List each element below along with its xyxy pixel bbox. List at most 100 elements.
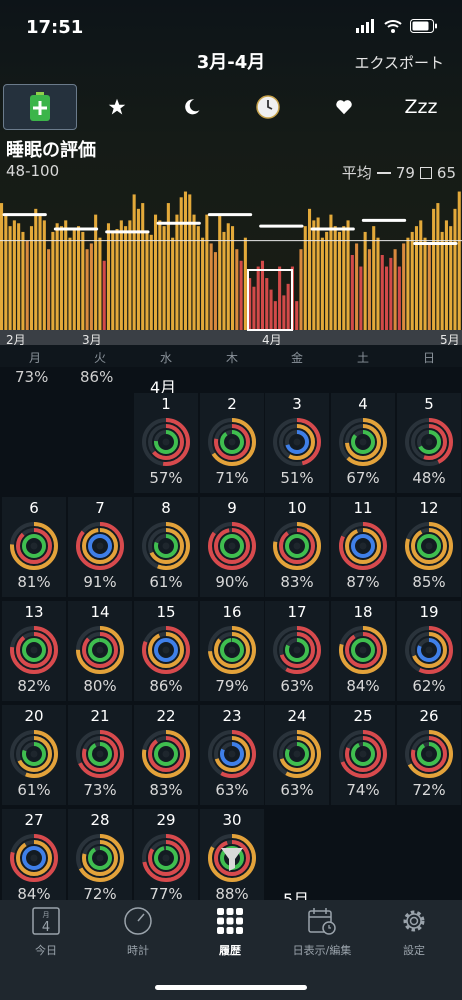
zzz-button[interactable]: Zzz — [384, 84, 458, 130]
chart-bar — [260, 260, 265, 330]
tab-day-edit[interactable]: 日表示/編集 — [276, 906, 368, 958]
moon-button[interactable] — [155, 84, 229, 130]
battery-plus-button[interactable] — [3, 84, 77, 130]
calendar-day[interactable]: 9 90% — [200, 497, 264, 597]
calendar-day[interactable]: 28 72% — [68, 809, 132, 909]
chart-bar — [218, 214, 222, 330]
sleep-rings-icon — [76, 522, 124, 570]
day-score: 63% — [280, 781, 314, 799]
selected-week-box[interactable] — [247, 269, 293, 331]
day-number: 9 — [227, 499, 237, 517]
calendar-day[interactable]: 15 86% — [134, 601, 198, 701]
chart-bar — [440, 231, 444, 330]
day-number: 5 — [424, 395, 434, 413]
calendar-day[interactable]: 21 73% — [68, 705, 132, 805]
day-score: 72% — [83, 885, 117, 903]
calendar-day[interactable]: 3 51% — [265, 393, 329, 493]
chart-bar — [333, 226, 337, 330]
sleep-score-chart[interactable] — [0, 180, 462, 345]
calendar-day[interactable]: 11 87% — [331, 497, 395, 597]
chart-bar — [367, 249, 371, 330]
calendar-day[interactable]: 8 61% — [134, 497, 198, 597]
calendar-day[interactable]: 6 81% — [2, 497, 66, 597]
day-number: 2 — [227, 395, 237, 413]
chart-bar — [329, 214, 333, 330]
chart-bar — [325, 231, 329, 330]
calendar-day[interactable]: 29 77% — [134, 809, 198, 909]
tab-settings[interactable]: 設定 — [368, 906, 460, 958]
clock-button[interactable] — [231, 84, 305, 130]
chart-bar — [286, 283, 290, 330]
calendar-day[interactable]: 19 62% — [397, 601, 461, 701]
day-number: 23 — [222, 707, 242, 725]
calendar-day[interactable]: 7 91% — [68, 497, 132, 597]
chart-bar — [94, 214, 98, 330]
chart-bar — [47, 249, 51, 330]
day-number: 1 — [161, 395, 171, 413]
chart-bar — [414, 226, 419, 330]
calendar-day[interactable]: 27 84% — [2, 809, 66, 909]
box-icon — [419, 166, 432, 179]
day-score: 84% — [346, 677, 380, 695]
sleep-rings-icon — [142, 418, 190, 466]
day-score: 80% — [83, 677, 117, 695]
prev-month-pct-tue: 86% — [80, 368, 114, 386]
calendar-day[interactable]: 26 72% — [397, 705, 461, 805]
prev-month-pct-mon: 73% — [15, 368, 49, 386]
calendar-day[interactable]: 5 48% — [397, 393, 461, 493]
calendar-day[interactable]: 17 63% — [265, 601, 329, 701]
day-score: 62% — [412, 677, 446, 695]
chart-bar — [299, 249, 303, 330]
export-button[interactable]: エクスポート — [354, 54, 444, 72]
day-score: 73% — [83, 781, 117, 799]
score-range: 48-100 — [6, 162, 60, 180]
day-score: 88% — [215, 885, 249, 903]
tab-clock[interactable]: 時計 — [92, 906, 184, 958]
sleep-rings-icon — [208, 626, 256, 674]
calendar-day[interactable]: 18 84% — [331, 601, 395, 701]
day-score: 57% — [149, 469, 183, 487]
chart-bar — [179, 197, 183, 330]
calendar-day[interactable]: 13 82% — [2, 601, 66, 701]
funnel-icon — [221, 848, 243, 871]
calendar-day[interactable]: 10 83% — [265, 497, 329, 597]
day-number: 17 — [287, 603, 307, 621]
day-score: 84% — [17, 885, 51, 903]
sleep-rings-icon — [76, 626, 124, 674]
calendar-day[interactable]: 24 63% — [265, 705, 329, 805]
chart-bar — [346, 220, 350, 330]
calendar-day[interactable]: 25 74% — [331, 705, 395, 805]
sleep-rings-icon — [405, 522, 453, 570]
calendar-day[interactable]: 22 83% — [134, 705, 198, 805]
calendar-day[interactable]: 12 85% — [397, 497, 461, 597]
chart-bar — [226, 223, 230, 330]
chart-bar — [308, 208, 312, 330]
calendar-day[interactable]: 14 80% — [68, 601, 132, 701]
day-score: 61% — [149, 573, 183, 591]
calendar-day[interactable]: 2 71% — [200, 393, 264, 493]
calendar-day[interactable]: 4 67% — [331, 393, 395, 493]
sleep-rings-icon — [405, 730, 453, 778]
chart-bar — [17, 223, 21, 330]
day-number: 8 — [161, 499, 171, 517]
calendar-day[interactable]: 20 61% — [2, 705, 66, 805]
heart-button[interactable] — [307, 84, 381, 130]
chart-bar — [419, 220, 423, 330]
chart-bar — [209, 243, 213, 330]
chart-bar — [136, 208, 140, 330]
chart-bar — [119, 220, 123, 330]
chart-bar — [235, 249, 239, 330]
calendar-day[interactable]: 1 57% — [134, 393, 198, 493]
day-number: 3 — [292, 395, 302, 413]
tab-day-edit-label: 日表示/編集 — [292, 944, 352, 957]
star-button[interactable] — [80, 84, 154, 130]
sleep-rings-icon — [339, 730, 387, 778]
calendar-day[interactable]: 30 88% — [200, 809, 264, 909]
tab-history[interactable]: 履歴 — [184, 906, 276, 958]
calendar-day[interactable]: 23 63% — [200, 705, 264, 805]
day-score: 79% — [215, 677, 249, 695]
chart-bar — [393, 249, 397, 330]
calendar-day[interactable]: 16 79% — [200, 601, 264, 701]
chart-bar — [389, 257, 393, 330]
